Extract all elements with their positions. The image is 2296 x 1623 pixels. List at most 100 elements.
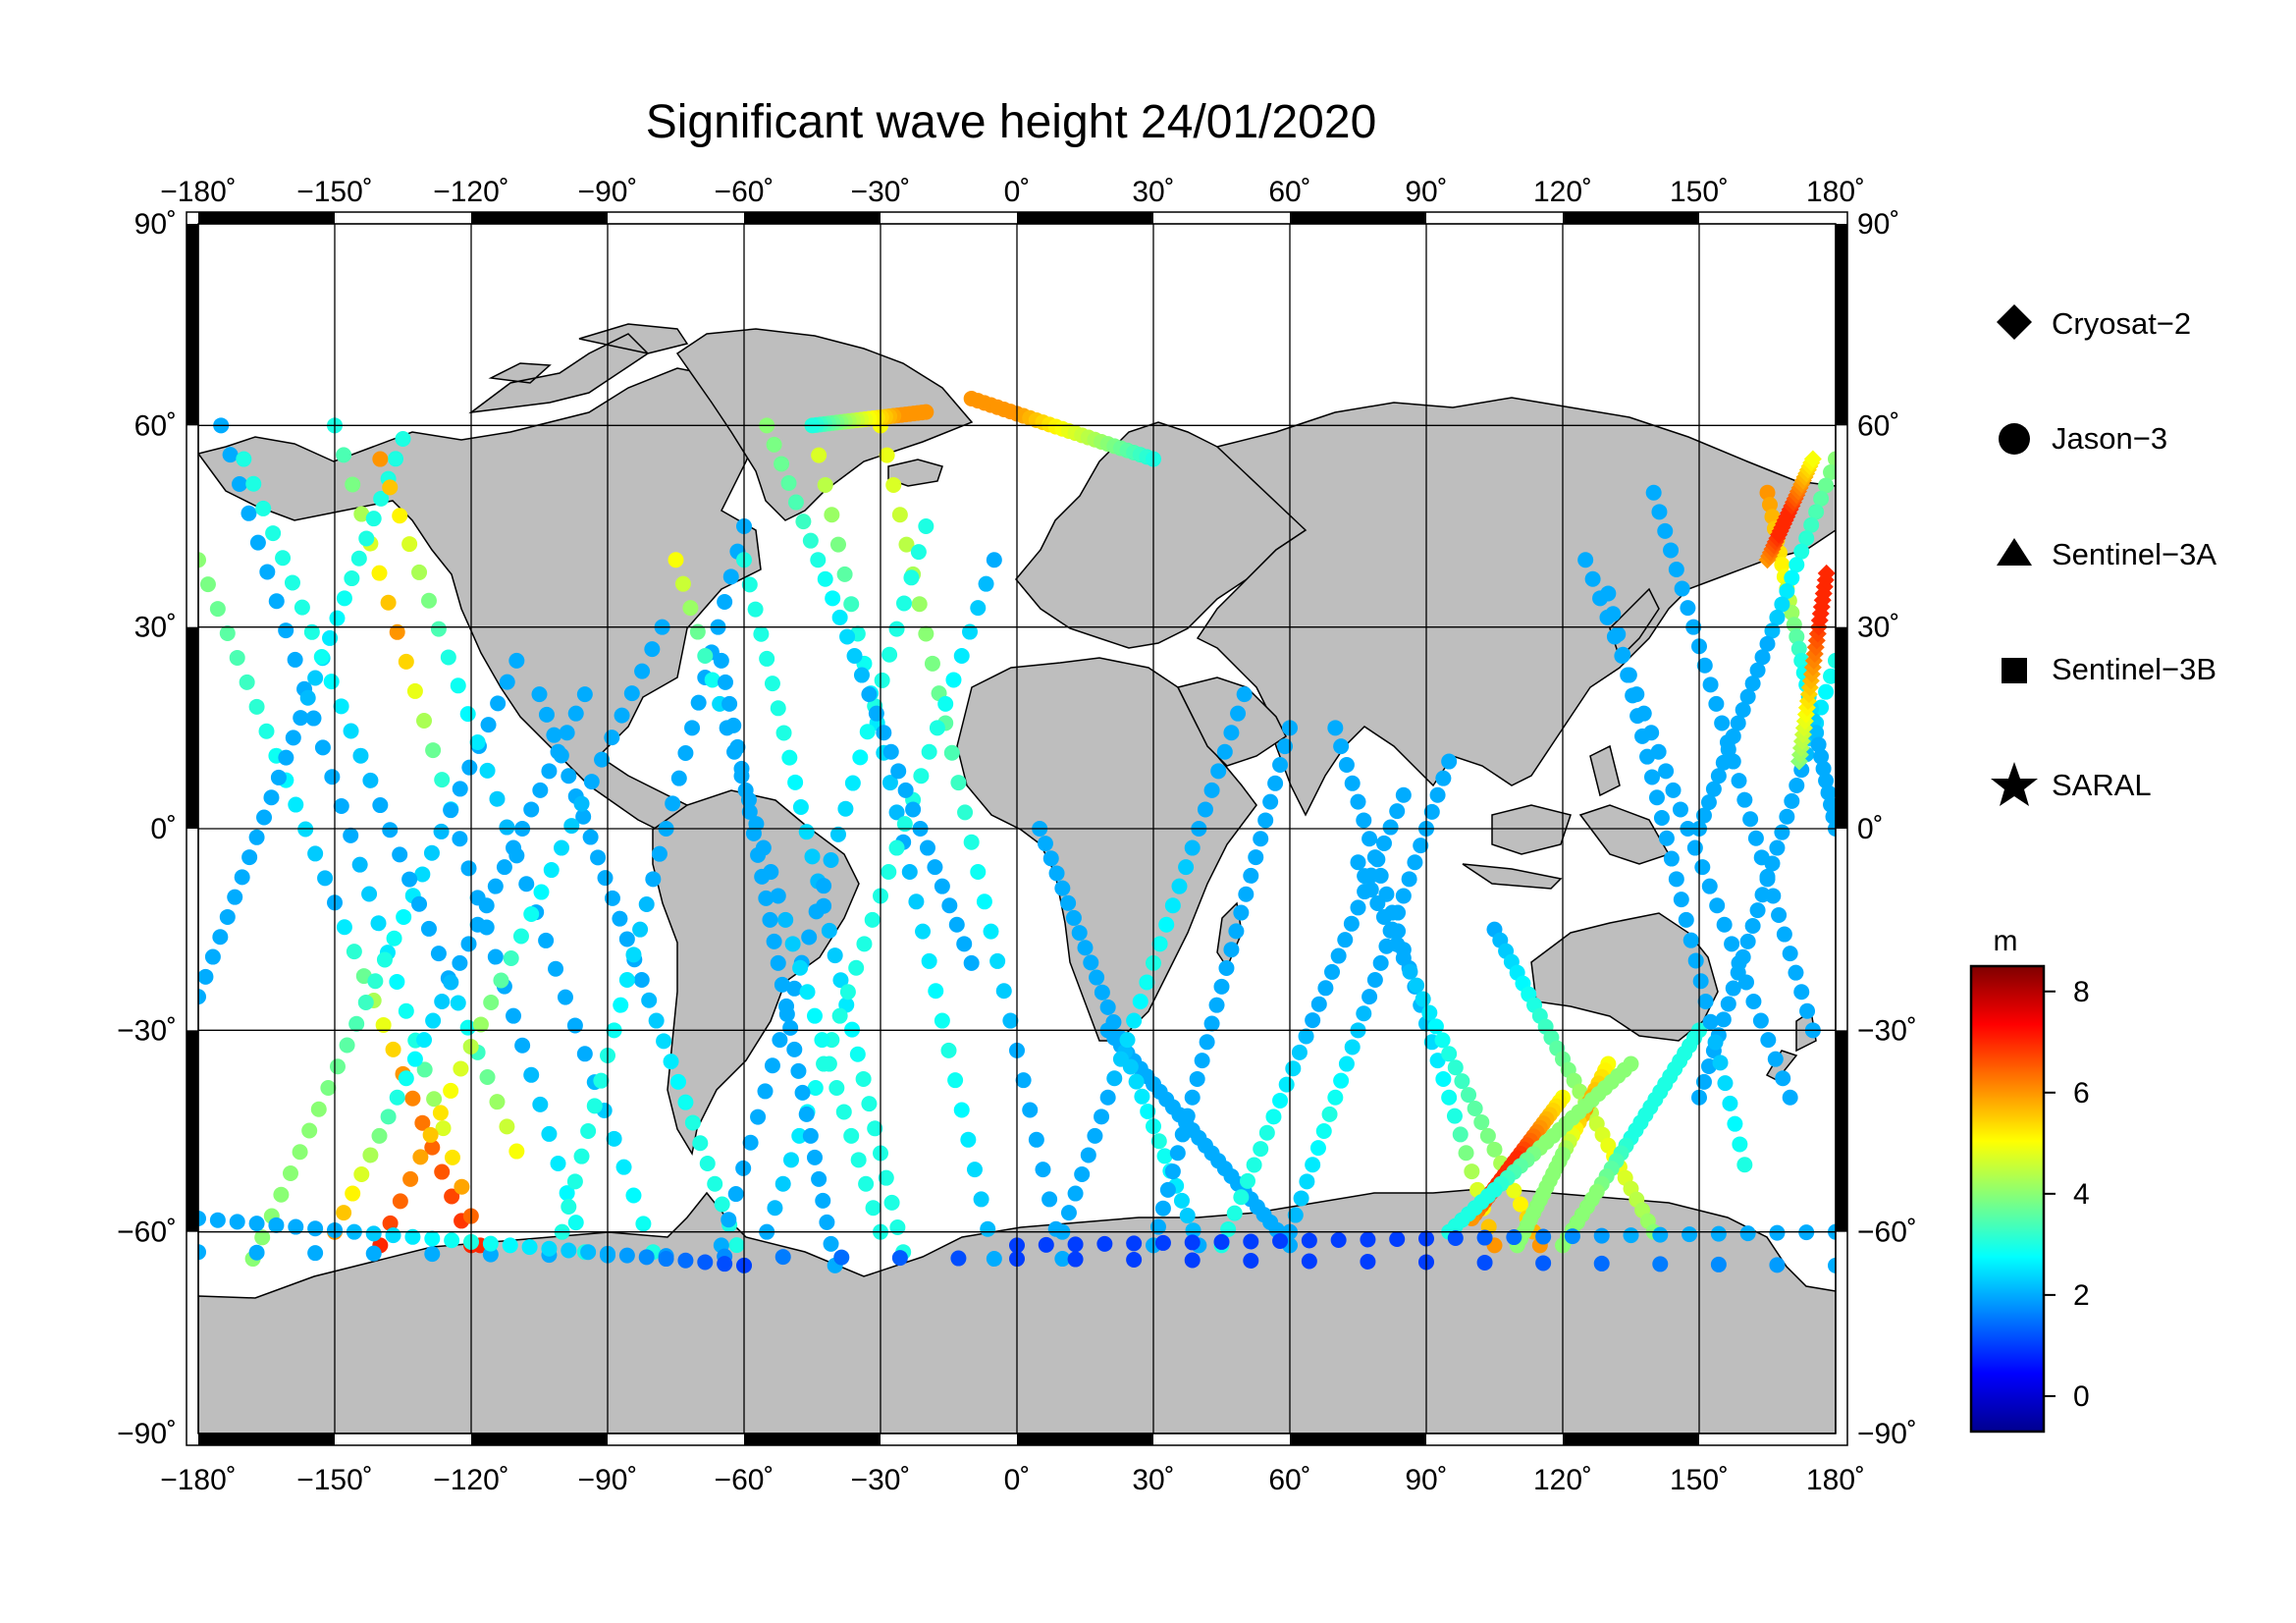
track-point	[521, 1239, 538, 1256]
lon-tick-label: 150˚	[1670, 1464, 1729, 1496]
track-point	[839, 984, 856, 1001]
track-point	[443, 802, 459, 819]
track-point	[245, 475, 262, 492]
track-point	[1041, 1191, 1058, 1208]
track-point	[772, 1032, 788, 1049]
track-point	[385, 1041, 401, 1057]
track-point	[249, 534, 266, 551]
track-point	[837, 800, 854, 817]
track-point	[1648, 789, 1665, 806]
track-point	[625, 947, 642, 963]
track-point	[924, 655, 940, 672]
track-point	[843, 1127, 860, 1144]
track-point	[807, 1080, 824, 1096]
track-point	[1742, 811, 1759, 828]
track-point	[1769, 1257, 1786, 1273]
track-point	[1390, 904, 1407, 921]
track-point	[198, 1244, 206, 1261]
track-point	[1775, 1070, 1791, 1087]
track-point	[787, 494, 804, 511]
track-point	[733, 760, 750, 777]
track-point	[1695, 807, 1712, 824]
track-point	[1476, 1229, 1493, 1246]
track-point	[829, 826, 846, 842]
track-point	[648, 1012, 665, 1029]
track-point	[1739, 933, 1756, 949]
star-marker-icon	[1991, 762, 2038, 806]
track-point	[533, 884, 550, 900]
track-point	[1184, 839, 1201, 856]
track-point	[586, 1098, 603, 1114]
track-point	[1759, 871, 1776, 888]
track-point	[198, 989, 206, 1005]
track-point	[1096, 1235, 1113, 1252]
track-point	[799, 984, 816, 1001]
track-point	[411, 895, 428, 912]
map-title: Significant wave height 24/01/2020	[646, 96, 1377, 148]
track-point	[1779, 583, 1795, 599]
track-point	[1089, 969, 1105, 986]
track-point	[1535, 1255, 1552, 1271]
track-point	[1461, 1087, 1477, 1104]
track-point	[850, 1152, 867, 1168]
track-point	[1287, 1207, 1304, 1223]
axis-tick-labels: −180˚ −180˚ −150˚ −150˚ −120˚ −120˚ −90˚ −90˚ −6…	[117, 176, 1917, 1496]
track-point	[344, 570, 360, 587]
track-point	[416, 1061, 433, 1078]
lon-tick-label: −180˚	[160, 1464, 237, 1496]
track	[198, 1244, 1836, 1273]
track-point	[950, 775, 967, 791]
track-point	[459, 706, 476, 723]
track-point	[483, 994, 500, 1010]
track-point	[1080, 1147, 1096, 1163]
track-point	[782, 1152, 799, 1168]
legend-item-sentinel-3b: Sentinel−3B	[2002, 652, 2216, 686]
track-point	[594, 751, 611, 768]
lon-tick-label: −30˚	[851, 176, 911, 208]
track-point	[406, 682, 423, 699]
track-point	[461, 759, 478, 776]
track-point	[1327, 1089, 1344, 1106]
track-point	[1610, 626, 1627, 642]
track-point	[1060, 894, 1077, 911]
track-point	[301, 1122, 318, 1139]
track-point	[983, 923, 999, 940]
track-point	[1707, 1034, 1724, 1051]
colorbar-ticks: 0 2 4 6 8	[2044, 976, 2090, 1413]
track-point	[573, 1148, 590, 1164]
track-point	[1735, 948, 1751, 965]
track-point	[1208, 997, 1225, 1013]
track-point	[1357, 868, 1373, 885]
lon-tick-label: 30˚	[1132, 1464, 1174, 1496]
track-point	[1712, 1055, 1729, 1071]
track-point	[774, 1249, 791, 1266]
track-point	[721, 1212, 737, 1228]
track-point	[546, 727, 562, 743]
track-point	[623, 685, 640, 702]
track-point	[506, 839, 522, 856]
track-point	[287, 651, 303, 668]
track-point	[240, 505, 257, 521]
track-point	[380, 594, 397, 611]
track-point	[229, 1214, 245, 1230]
lat-tick-label: 0˚	[150, 813, 177, 845]
track-point	[980, 1220, 996, 1237]
track-point	[989, 952, 1006, 969]
colorbar-tick-label: 4	[2073, 1178, 2090, 1211]
track-point	[786, 980, 803, 997]
track-point	[825, 590, 841, 607]
track-point	[669, 1073, 686, 1090]
track-point	[469, 734, 486, 750]
track-point	[757, 1083, 774, 1100]
track-point	[1067, 1185, 1084, 1202]
track-point	[1464, 1163, 1480, 1180]
track-point	[986, 1251, 1002, 1268]
track-point	[1749, 902, 1766, 919]
track-point	[1278, 1076, 1295, 1093]
track-point	[1262, 793, 1279, 810]
track-point	[1407, 854, 1423, 871]
track-point	[353, 506, 370, 522]
track-point	[1203, 1015, 1220, 1032]
track-point	[1257, 812, 1274, 829]
track-point	[1372, 954, 1389, 971]
